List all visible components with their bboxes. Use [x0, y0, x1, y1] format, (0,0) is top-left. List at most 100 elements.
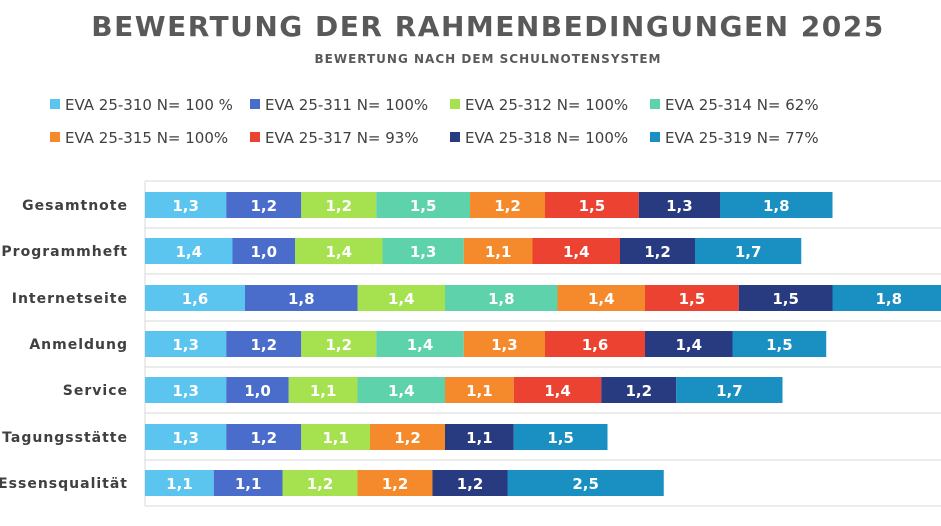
- data-label: 1,4: [563, 243, 590, 261]
- data-label: 1,5: [579, 197, 606, 215]
- data-label: 1,2: [307, 475, 334, 493]
- legend-item: EVA 25-317 N= 93%: [250, 129, 419, 147]
- bar-segment: [213, 470, 283, 496]
- bar-segment: [145, 285, 245, 311]
- data-label: 2,5: [572, 475, 599, 493]
- data-label: 1,5: [766, 336, 793, 354]
- bar-segment: [445, 285, 558, 311]
- data-label: 1,8: [875, 290, 902, 308]
- legend-item: EVA 25-311 N= 100%: [250, 96, 428, 114]
- data-label: 1,4: [325, 243, 352, 261]
- data-label: 1,2: [250, 336, 277, 354]
- bar-segment: [370, 424, 445, 450]
- bar-segment: [720, 192, 833, 218]
- bar-segment: [145, 331, 227, 357]
- data-label: 1,8: [763, 197, 790, 215]
- bar-segment: [145, 470, 214, 496]
- data-label: 1,1: [166, 475, 193, 493]
- bar-segment: [301, 192, 377, 218]
- legend-label: EVA 25-318 N= 100%: [465, 129, 629, 147]
- legend-item: EVA 25-312 N= 100%: [450, 96, 628, 114]
- category-label: Service: [63, 383, 128, 399]
- data-label: 1,3: [172, 336, 199, 354]
- data-label: 1,2: [382, 475, 409, 493]
- data-label: 1,0: [250, 243, 277, 261]
- data-label: 1,3: [491, 336, 518, 354]
- bar-segment: [432, 470, 508, 496]
- bar-segment: [638, 192, 720, 218]
- legend-label: EVA 25-310 N= 100 %: [65, 96, 233, 114]
- data-label: 1,4: [407, 336, 434, 354]
- data-label: 1,4: [388, 290, 415, 308]
- category-label: Internetseite: [12, 291, 128, 307]
- bar-segment: [620, 238, 695, 264]
- bar-segment: [226, 192, 302, 218]
- bar-segment: [232, 238, 295, 264]
- data-label: 1,0: [244, 382, 271, 400]
- bar-segment: [382, 238, 464, 264]
- data-label: 1,5: [772, 290, 799, 308]
- bar-segment: [145, 238, 233, 264]
- data-label: 1,4: [175, 243, 202, 261]
- data-label: 1,1: [235, 475, 262, 493]
- bar-segment: [463, 331, 545, 357]
- data-label: 1,2: [457, 475, 484, 493]
- data-label: 1,3: [172, 429, 199, 447]
- data-label: 1,1: [466, 429, 493, 447]
- chart-subtitle: BEWERTUNG NACH DEM SCHULNOTENSYSTEM: [314, 52, 662, 66]
- bar-segment: [513, 377, 602, 403]
- data-label: 1,3: [172, 382, 199, 400]
- bar-segment: [545, 331, 645, 357]
- data-label: 1,8: [488, 290, 515, 308]
- category-label: Programmheft: [1, 244, 128, 260]
- data-label: 1,2: [325, 336, 352, 354]
- data-label: 1,2: [250, 197, 277, 215]
- category-label: Anmeldung: [29, 337, 128, 353]
- data-label: 1,5: [679, 290, 706, 308]
- legend-item: EVA 25-319 N= 77%: [650, 129, 819, 147]
- data-label: 1,1: [310, 382, 337, 400]
- category-label: Tagungsstätte: [2, 430, 128, 446]
- bar-segment: [695, 238, 802, 264]
- data-label: 1,4: [675, 336, 702, 354]
- bar-segment: [376, 331, 464, 357]
- bar-segment: [601, 377, 677, 403]
- legend-swatch: [450, 132, 460, 142]
- category-label: Essensqualität: [0, 476, 128, 492]
- bar-segment: [376, 192, 470, 218]
- data-label: 1,3: [410, 243, 437, 261]
- legend-swatch: [50, 99, 60, 109]
- data-label: 1,3: [172, 197, 199, 215]
- bar-segment: [463, 238, 533, 264]
- data-label: 1,8: [288, 290, 315, 308]
- bar-segment: [507, 470, 664, 496]
- bar-segment: [301, 331, 377, 357]
- bar-segment: [145, 377, 227, 403]
- legend-item: EVA 25-315 N= 100%: [50, 129, 228, 147]
- legend-label: EVA 25-317 N= 93%: [265, 129, 419, 147]
- chart-title: BEWERTUNG DER RAHMENBEDINGUNGEN 2025: [91, 10, 885, 43]
- bar-segment: [357, 285, 445, 311]
- bar-segment: [645, 285, 739, 311]
- bar-segment: [832, 285, 941, 311]
- data-label: 1,2: [625, 382, 652, 400]
- data-label: 1,4: [544, 382, 571, 400]
- data-label: 1,4: [588, 290, 615, 308]
- data-label: 1,2: [325, 197, 352, 215]
- bar-segment: [557, 285, 645, 311]
- legend-label: EVA 25-312 N= 100%: [465, 96, 629, 114]
- data-label: 1,2: [394, 429, 421, 447]
- legend-label: EVA 25-315 N= 100%: [65, 129, 229, 147]
- legend-label: EVA 25-311 N= 100%: [265, 96, 429, 114]
- legend-swatch: [650, 132, 660, 142]
- bar-segment: [357, 470, 433, 496]
- data-label: 1,2: [250, 429, 277, 447]
- data-label: 1,7: [716, 382, 743, 400]
- data-label: 1,1: [485, 243, 512, 261]
- data-label: 1,7: [735, 243, 762, 261]
- bar-segment: [145, 192, 227, 218]
- data-label: 1,5: [547, 429, 574, 447]
- bar-segment: [545, 192, 639, 218]
- bar-segment: [676, 377, 783, 403]
- bar-segment: [645, 331, 733, 357]
